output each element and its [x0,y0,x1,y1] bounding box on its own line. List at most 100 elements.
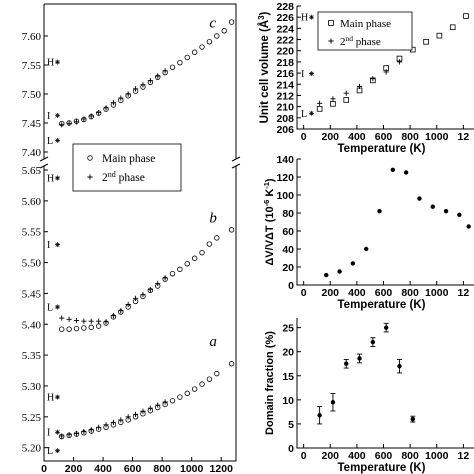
volume-x-tick-label: 12 [458,131,470,143]
expansion-x-tick-label: 400 [348,287,366,299]
volume-second-phase-point [396,59,403,65]
volume-second-phase-point [343,90,349,96]
volume-side-marker-H-star [309,14,314,20]
volume-main-phase-point [449,24,456,31]
main-phase-point-b [81,325,87,331]
main-phase-point-c [206,39,213,45]
volume-x-tick-label: 600 [375,131,393,143]
expansion-y-tick-label: 20 [282,262,294,274]
expansion-point [350,261,356,266]
second-phase-point-a [66,432,72,438]
volume-second-phase-point [317,100,323,106]
second-phase-point-a [125,414,131,420]
expansion-x-tick-label: 200 [322,287,340,299]
second-phase-point-c [147,78,153,84]
volume-legend-box [317,11,413,51]
domain-y-tick-label: 5 [288,419,294,431]
domain-x-tick-label: 0 [301,450,307,462]
expansion-x-tick-label: 12 [458,287,470,299]
lower-y-tick-label: 5.35 [22,350,42,362]
side-marker-H-star [55,59,60,65]
second-phase-point-b [88,318,94,324]
side-marker-H-star [55,394,60,400]
side-marker-H-star [55,175,60,181]
second-phase-point-c [59,122,65,128]
expansion-x-axis-label: Temperature (K) [338,299,426,311]
volume-second-phase-point [370,76,376,82]
expansion-point [403,170,409,175]
upper-y-tick-label: 7.45 [22,118,42,130]
domain-x-tick-label: 12 [458,450,470,462]
second-phase-point-a [110,419,117,425]
x-tick-label: 800 [153,463,171,474]
main-phase-point-c [228,19,235,25]
side-marker-L-star [55,137,60,143]
domain-point [397,363,402,369]
volume-side-marker-L-label: L [301,109,307,120]
volume-y-tick-label: 206 [276,124,294,136]
volume-y-tick-label: 228 [276,1,294,13]
side-marker-I-star [55,112,60,118]
main-phase-point-b [59,326,65,332]
domain-x-tick-label: 800 [401,450,419,462]
volume-y-tick-label: 226 [276,12,294,24]
main-phase-point-b [199,249,205,256]
x-tick-label: 200 [65,463,83,474]
volume-main-phase-point [463,13,469,19]
domain-point [370,339,376,345]
expansion-x-tick-label: 1000 [425,287,449,299]
main-phase-point-a [228,361,235,367]
main-phase-point-a [214,370,220,377]
volume-side-marker-H-label: H [301,13,308,24]
second-phase-point-b [125,301,131,308]
second-phase-point-b [118,308,124,314]
expansion-point [443,209,449,214]
volume-y-tick-label: 222 [276,35,294,47]
main-phase-point-b [191,255,198,261]
main-phase-point-b [177,266,183,273]
expansion-y-tick-label: 60 [282,226,294,238]
volume-legend-main-label: Main phase [340,18,391,30]
second-phase-point-a [118,417,124,423]
expansion-y-tick-label: 40 [282,244,294,256]
second-phase-point-a [155,402,161,408]
expansion-point [364,246,369,252]
second-phase-point-a [81,429,87,435]
volume-side-marker-I-star [309,71,314,77]
series-letter-c: c [209,15,216,31]
lower-y-tick-label: 5.45 [22,288,42,300]
second-phase-point-a [59,433,65,439]
volume-y-tick-label: 210 [276,102,294,114]
side-marker-L-star [55,304,60,310]
side-marker-I-star [55,242,60,248]
volume-x-tick-label: 1000 [425,131,449,143]
x-tick-label: 0 [41,463,47,474]
domain-x-tick-label: 200 [322,450,340,462]
second-phase-point-b [110,313,117,319]
domain-y-tick-label: 0 [288,443,294,455]
lower-y-tick-label: 5.55 [22,227,42,239]
volume-second-phase-point [356,83,363,90]
legend-box [72,143,182,192]
second-phase-point-b [96,318,102,324]
domain-y-tick-label: 25 [282,323,294,335]
side-marker-I-label: I [47,240,50,251]
second-phase-point-c [162,68,168,74]
domain-frame [296,318,474,449]
expansion-point [430,204,435,209]
volume-x-axis-label: Temperature (K) [338,143,426,155]
expansion-y-tick-label: 140 [276,154,294,166]
second-phase-point-a [88,427,94,433]
expansion-point [377,209,382,214]
second-phase-point-b [81,318,87,324]
second-phase-point-b [59,315,65,321]
second-phase-point-c [118,95,124,101]
domain-x-tick-label: 400 [348,450,366,462]
right-axis-break-mark [231,156,241,169]
volume-second-phase-point [330,96,336,102]
main-phase-point-c [221,28,227,34]
second-phase-point-a [162,399,168,405]
main-phase-point-b [66,326,72,332]
